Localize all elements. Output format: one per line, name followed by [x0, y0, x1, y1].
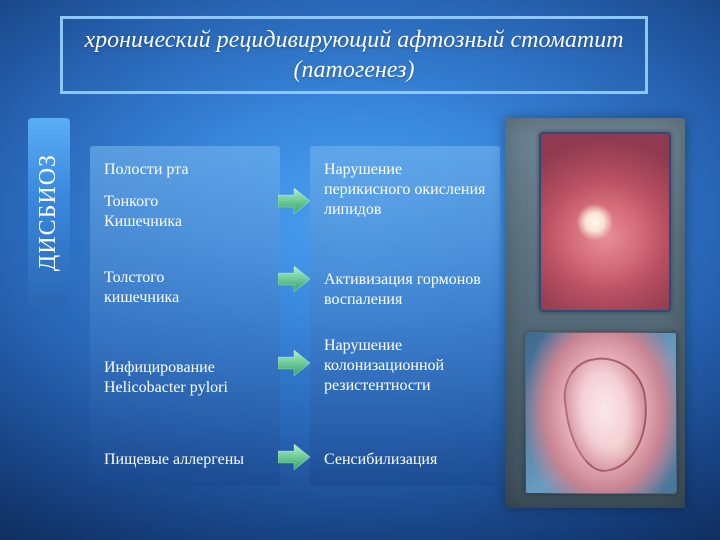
slide-title: хронический рецидивирующий афтозный стом…	[75, 25, 633, 85]
slide: хронический рецидивирующий афтозный стом…	[0, 0, 720, 540]
left-item-1: Тонкого Кишечника	[104, 192, 266, 232]
arrow-3	[278, 350, 310, 376]
left-item-4: Пищевые аллергены	[104, 450, 266, 470]
right-column: Нарушение перикисного окисления липидов …	[310, 146, 500, 486]
right-item-3: Сенсибилизация	[324, 450, 490, 470]
arrow-right-icon	[278, 188, 310, 214]
left-item-2: Толстого кишечника	[104, 268, 266, 308]
arrow-2	[278, 266, 310, 292]
right-item-1: Активизация гормонов воспаления	[324, 270, 498, 310]
arrow-right-icon	[278, 266, 310, 292]
left-item-0: Полости рта	[104, 160, 266, 180]
right-item-2: Нарушение колонизационной резистентности	[324, 336, 490, 396]
title-box: хронический рецидивирующий афтозный стом…	[60, 16, 648, 94]
sidebar-label: ДИСБИОЗ	[36, 153, 63, 270]
stomach-illustration	[525, 332, 677, 494]
arrow-right-icon	[278, 350, 310, 376]
arrow-right-icon	[278, 444, 310, 470]
right-item-0: Нарушение перикисного окисления липидов	[324, 160, 490, 220]
left-item-3: Инфицирование Helicobacter pylori	[104, 358, 266, 398]
arrow-4	[278, 444, 310, 470]
left-column: Полости рта Тонкого Кишечника Толстого к…	[90, 146, 280, 486]
image-panel	[505, 118, 685, 508]
arrow-1	[278, 188, 310, 214]
sidebar-dysbiosis: ДИСБИОЗ	[28, 118, 70, 306]
clinical-photo-aphtha	[539, 132, 671, 312]
